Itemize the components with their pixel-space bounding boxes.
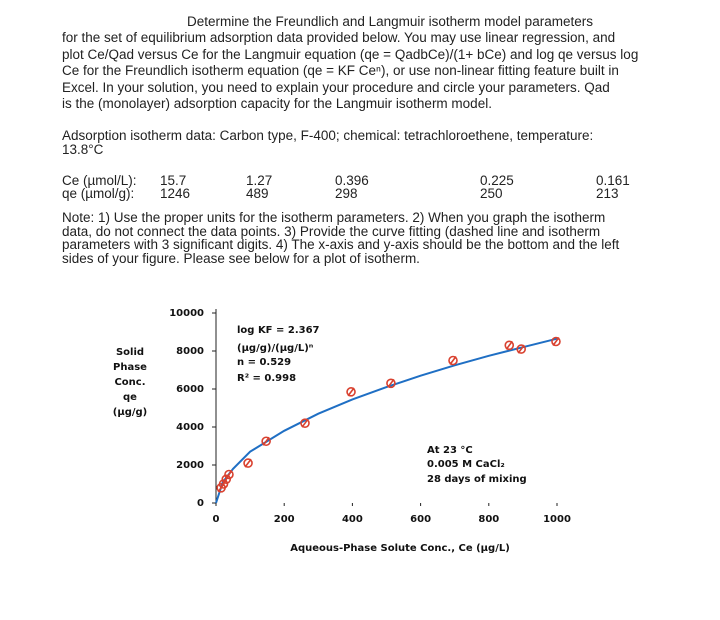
y-tick-label: 4000 [176,422,204,433]
data-point [448,355,458,366]
problem-title: Determine the Freundlich and Langmuir is… [187,14,593,29]
chart: 0 2000 4000 6000 8000 10000 0 200 400 600 800 1000 A… [113,308,571,554]
problem-line: Ce for the Freundlich isotherm equation … [62,63,619,78]
data-point [300,418,310,428]
table-value: 0.161 [596,173,630,188]
row-label: qe (µmol/g): [62,186,135,201]
x-tick-label: 200 [274,514,295,525]
x-tick-label: 800 [478,514,499,525]
data-line: Adsorption isotherm data: Carbon type, F… [62,128,594,143]
y-axis-label: qe [123,392,137,403]
annotation: At 23 °C [427,445,473,456]
data-point [516,344,526,354]
problem-line: is the (monolayer) adsorption capacity f… [62,96,492,111]
table-value: 1246 [160,186,191,201]
note-line: parameters with 3 significant digits. 4)… [62,237,620,252]
y-tick-label: 6000 [176,384,204,395]
fit-curve [215,337,558,504]
data-line: 13.8°C [62,142,104,157]
row-label: Ce (µmol/L): [62,173,137,188]
annotation: log KF = 2.367 [237,325,320,336]
data-point [261,436,271,447]
problem-line: Excel. In your solution, you need to exp… [62,80,610,95]
y-axis-label: Phase [113,362,147,373]
y-axis-label: Solid [116,347,144,358]
data-point [386,378,396,389]
annotation: n = 0.529 [237,357,291,368]
annotation: R² = 0.998 [237,373,296,384]
note-line: data, do not connect the data points. 3)… [62,223,601,239]
table-value: 1.27 [246,173,273,188]
data-point [346,387,356,397]
table-value: 0.225 [480,173,514,188]
annotation: (µg/g)/(µg/L)ⁿ [237,343,314,354]
note-line: Note: 1) Use the proper units for the is… [62,210,606,225]
note-line: sides of your figure. Please see below f… [62,250,420,266]
y-tick-label: 0 [197,498,204,509]
data-point [224,469,234,480]
annotation: 0.005 M CaCl₂ [427,459,505,470]
x-tick-label: 1000 [543,514,571,525]
annotation: 28 days of mixing [427,474,527,485]
data-point [551,336,561,347]
table-value: 298 [335,186,358,201]
table-value: 213 [596,186,619,201]
table-value: 15.7 [160,173,187,188]
x-tick-label: 400 [342,514,363,525]
y-axis-label: (µg/g) [113,407,147,418]
table-value: 250 [480,186,503,201]
x-tick-label: 600 [410,514,431,525]
table-value: 489 [246,186,269,201]
table-value: 0.396 [335,173,369,188]
y-tick-label: 2000 [176,460,204,471]
y-tick-label: 10000 [169,308,204,319]
y-tick-label: 8000 [176,346,204,357]
problem-line: for the set of equilibrium adsorption da… [62,30,616,45]
x-tick-label: 0 [213,514,220,525]
x-axis-label: Aqueous-Phase Solute Conc., Ce (µg/L) [290,543,510,554]
data-point [504,340,515,351]
data-point [243,458,253,468]
problem-line: plot Ce/Qad versus Ce for the Langmuir e… [62,47,639,62]
y-axis-label: Conc. [114,377,145,388]
